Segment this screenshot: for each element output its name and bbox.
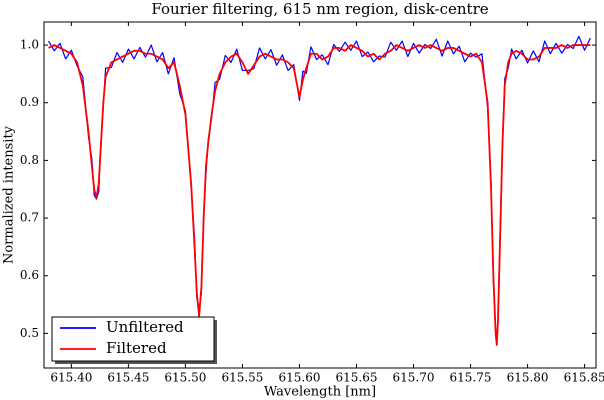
- y-tick-label: 0.7: [20, 211, 39, 225]
- y-tick-label: 0.5: [20, 326, 39, 340]
- x-tick-label: 615.40: [50, 371, 92, 385]
- x-tick-label: 615.70: [393, 371, 435, 385]
- x-tick-label: 615.45: [107, 371, 149, 385]
- plot-frame: [43, 21, 597, 369]
- x-tick-label: 615.75: [450, 371, 492, 385]
- x-tick-label: 615.50: [164, 371, 206, 385]
- x-tick-label: 615.55: [221, 371, 263, 385]
- y-tick-label: 0.8: [20, 153, 39, 167]
- y-axis-label: Normalized intensity: [2, 125, 17, 264]
- data-line: [48, 44, 591, 346]
- x-axis-label: Wavelength [nm]: [264, 385, 376, 400]
- x-tick-label: 615.80: [507, 371, 549, 385]
- y-tick-label: 0.9: [20, 95, 39, 109]
- y-tick-label: 1.0: [20, 38, 39, 52]
- legend-label: Unfiltered: [106, 318, 184, 336]
- legend-label: Filtered: [106, 339, 167, 357]
- x-tick-label: 615.60: [278, 371, 320, 385]
- x-tick-label: 615.85: [564, 371, 604, 385]
- data-line: [48, 35, 591, 343]
- legend-box: [51, 316, 215, 362]
- x-tick-label: 615.65: [335, 371, 377, 385]
- y-tick-label: 0.6: [20, 268, 39, 282]
- chart-title: Fourier filtering, 615 nm region, disk-c…: [151, 0, 488, 18]
